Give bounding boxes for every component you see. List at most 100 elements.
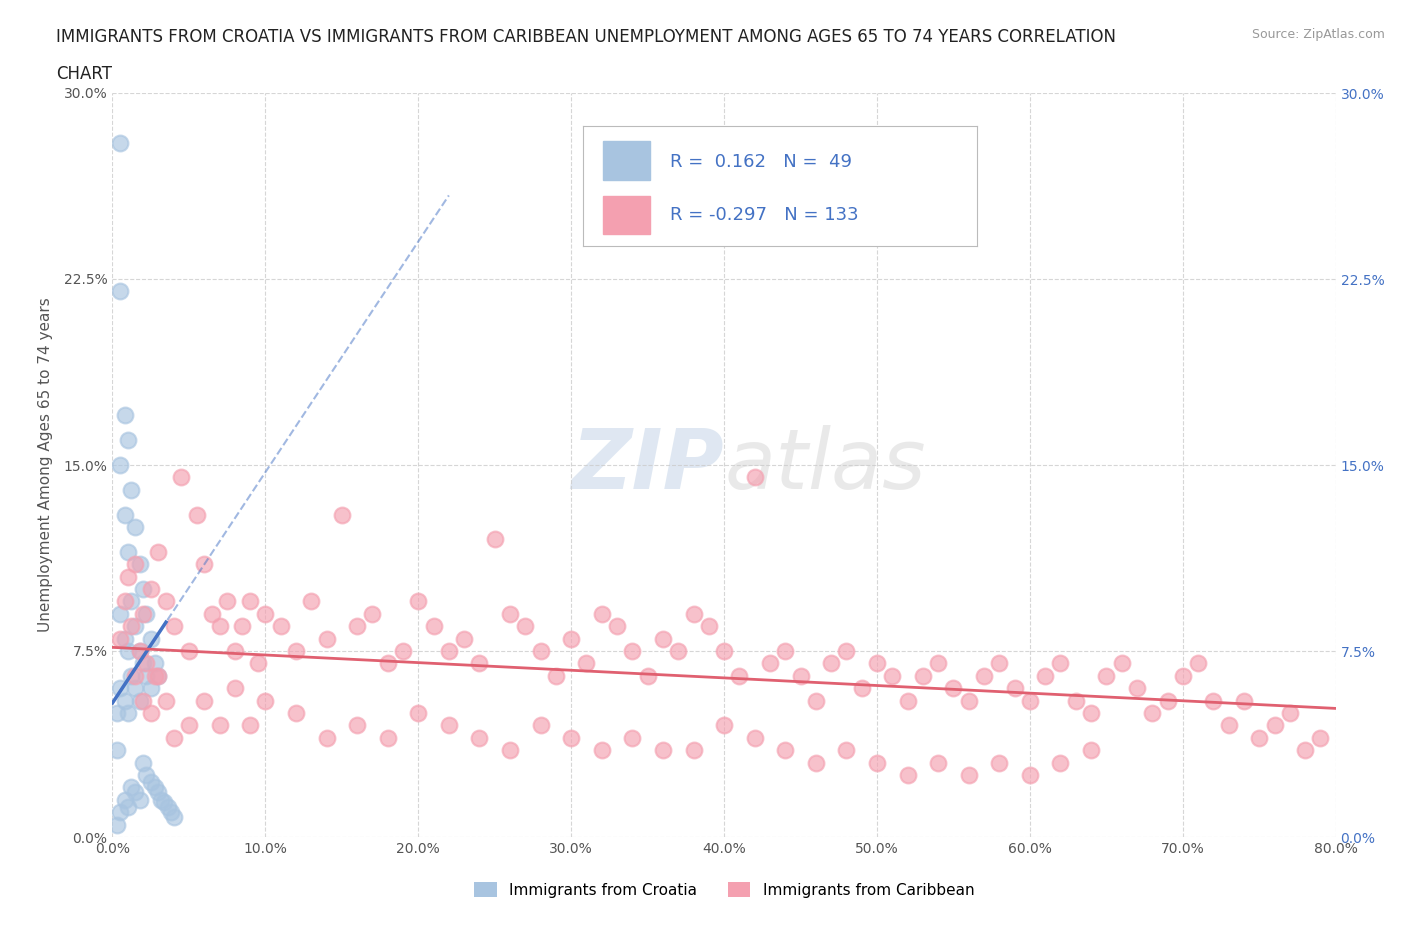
Point [897, 767, 920, 782]
Point [637, 669, 659, 684]
Point [973, 669, 995, 684]
Point [156, 800, 179, 815]
Point [120, 669, 142, 684]
Point [114, 693, 136, 708]
Point [117, 800, 139, 815]
Point [129, 792, 152, 807]
Point [682, 606, 704, 621]
Point [177, 718, 200, 733]
Point [1018, 767, 1040, 782]
Point [139, 706, 162, 721]
Point [560, 730, 582, 745]
Point [108, 681, 131, 696]
Point [108, 135, 131, 150]
Point [789, 669, 811, 684]
Point [1033, 669, 1056, 684]
Point [132, 755, 155, 770]
Point [330, 507, 353, 522]
Point [186, 507, 208, 522]
Point [284, 706, 308, 721]
Point [135, 669, 157, 684]
Point [835, 743, 858, 758]
Point [148, 785, 170, 800]
Point [713, 718, 735, 733]
Point [957, 693, 980, 708]
Point [159, 804, 181, 819]
Point [254, 693, 277, 708]
Point [155, 594, 177, 609]
Y-axis label: Unemployment Among Ages 65 to 74 years: Unemployment Among Ages 65 to 74 years [38, 298, 52, 632]
Text: IMMIGRANTS FROM CROATIA VS IMMIGRANTS FROM CARIBBEAN UNEMPLOYMENT AMONG AGES 65 : IMMIGRANTS FROM CROATIA VS IMMIGRANTS FR… [56, 28, 1116, 46]
Point [117, 544, 139, 559]
Point [1049, 656, 1071, 671]
Point [621, 730, 644, 745]
Point [652, 743, 675, 758]
Text: R =  0.162   N =  49: R = 0.162 N = 49 [671, 153, 852, 171]
Point [208, 618, 231, 633]
Point [835, 644, 858, 658]
Point [120, 594, 142, 609]
Point [315, 730, 337, 745]
Point [942, 681, 965, 696]
Bar [603, 195, 651, 234]
Point [208, 718, 231, 733]
Point [621, 644, 644, 658]
Point [530, 718, 553, 733]
Point [499, 743, 522, 758]
Point [299, 594, 322, 609]
Point [163, 730, 186, 745]
Point [124, 520, 146, 535]
Point [468, 656, 491, 671]
Point [1064, 693, 1087, 708]
Point [114, 408, 136, 423]
Point [1278, 706, 1301, 721]
Point [988, 755, 1011, 770]
Point [530, 644, 553, 658]
Point [143, 780, 166, 795]
Point [484, 532, 506, 547]
Point [108, 284, 131, 299]
Point [1187, 656, 1209, 671]
Point [804, 755, 827, 770]
Point [437, 644, 460, 658]
Point [897, 693, 920, 708]
Point [105, 706, 128, 721]
Point [652, 631, 675, 646]
Text: CHART: CHART [56, 65, 112, 83]
Point [132, 656, 155, 671]
Point [231, 618, 253, 633]
Point [957, 767, 980, 782]
Point [851, 681, 873, 696]
Point [1080, 706, 1102, 721]
Point [1309, 730, 1331, 745]
Point [105, 743, 128, 758]
Point [346, 618, 368, 633]
Point [1218, 718, 1240, 733]
Point [804, 693, 827, 708]
Point [315, 631, 337, 646]
Point [124, 681, 146, 696]
Point [129, 644, 152, 658]
Point [135, 767, 157, 782]
Point [132, 606, 155, 621]
Point [117, 569, 139, 584]
Point [1249, 730, 1271, 745]
Point [1264, 718, 1286, 733]
Point [1156, 693, 1178, 708]
Point [143, 656, 166, 671]
Point [150, 792, 173, 807]
Point [775, 743, 797, 758]
Point [193, 693, 215, 708]
Point [193, 557, 215, 572]
Point [1080, 743, 1102, 758]
Point [143, 669, 166, 684]
Point [377, 656, 399, 671]
Point [866, 755, 889, 770]
Point [120, 483, 142, 498]
Point [515, 618, 537, 633]
Point [775, 644, 797, 658]
Point [135, 656, 157, 671]
Point [666, 644, 689, 658]
Point [124, 785, 146, 800]
Point [254, 606, 277, 621]
